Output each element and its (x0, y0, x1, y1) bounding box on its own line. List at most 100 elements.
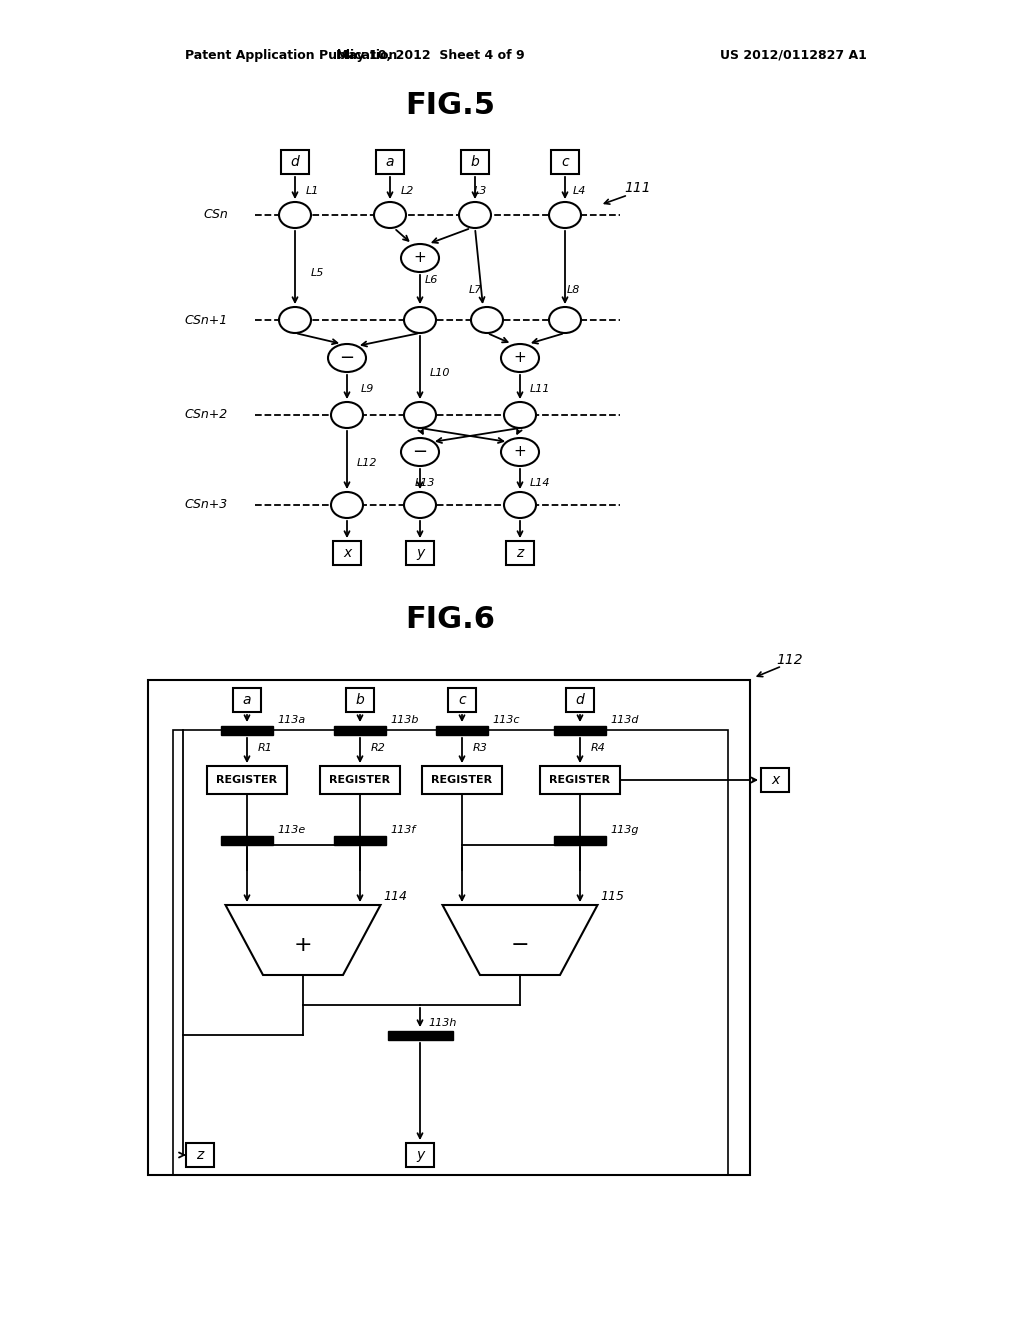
Text: R4: R4 (591, 743, 605, 752)
Text: 112: 112 (776, 653, 803, 667)
Bar (281, 150, 309, 174)
Text: y: y (416, 546, 424, 560)
Bar (207, 766, 287, 795)
Text: 115: 115 (600, 891, 625, 903)
Bar (376, 150, 404, 174)
Text: R1: R1 (258, 743, 272, 752)
Text: L8: L8 (566, 285, 580, 294)
Text: L14: L14 (529, 479, 550, 488)
Text: L6: L6 (425, 275, 438, 285)
Ellipse shape (549, 202, 581, 228)
Text: 113d: 113d (610, 715, 639, 725)
Text: −: − (413, 444, 428, 461)
Text: REGISTER: REGISTER (330, 775, 390, 785)
Text: FIG.5: FIG.5 (406, 91, 495, 120)
Bar (387, 1031, 453, 1040)
Text: 113a: 113a (278, 715, 305, 725)
Text: REGISTER: REGISTER (550, 775, 610, 785)
Text: Patent Application Publication: Patent Application Publication (185, 49, 397, 62)
Bar (540, 766, 620, 795)
Bar (221, 726, 273, 734)
Ellipse shape (401, 438, 439, 466)
Bar (551, 150, 579, 174)
Bar (761, 768, 790, 792)
Ellipse shape (504, 403, 536, 428)
Bar (346, 688, 374, 711)
Ellipse shape (471, 308, 503, 333)
Text: 114: 114 (384, 891, 408, 903)
Text: L1: L1 (305, 186, 318, 195)
Text: 113b: 113b (390, 715, 419, 725)
Text: z: z (516, 546, 523, 560)
Text: 113c: 113c (492, 715, 519, 725)
Text: CSn: CSn (203, 209, 228, 222)
Bar (554, 836, 606, 845)
Ellipse shape (374, 202, 406, 228)
Text: FIG.6: FIG.6 (406, 606, 495, 635)
Text: L9: L9 (360, 384, 374, 395)
Bar (233, 688, 261, 711)
Bar (506, 541, 534, 565)
Ellipse shape (501, 438, 539, 466)
Text: +: + (414, 251, 426, 265)
Text: 113e: 113e (278, 825, 305, 836)
Text: REGISTER: REGISTER (216, 775, 278, 785)
Text: −: − (339, 348, 354, 367)
Text: L5: L5 (310, 268, 324, 277)
Text: x: x (771, 774, 779, 787)
Text: d: d (291, 154, 299, 169)
Bar (186, 1143, 214, 1167)
Bar (436, 726, 488, 734)
Text: c: c (458, 693, 466, 708)
Ellipse shape (279, 308, 311, 333)
Text: c: c (561, 154, 568, 169)
Text: CSn+3: CSn+3 (184, 499, 228, 511)
Text: a: a (386, 154, 394, 169)
Bar (461, 150, 489, 174)
Bar (173, 730, 728, 1175)
Ellipse shape (331, 492, 362, 517)
Ellipse shape (331, 403, 362, 428)
Bar (334, 836, 386, 845)
Text: L12: L12 (356, 458, 377, 469)
Text: L11: L11 (529, 384, 550, 395)
Bar (406, 1143, 434, 1167)
Text: +: + (294, 935, 312, 954)
Ellipse shape (549, 308, 581, 333)
Text: L4: L4 (572, 186, 586, 195)
Text: z: z (197, 1148, 204, 1162)
Text: CSn+2: CSn+2 (184, 408, 228, 421)
Text: R2: R2 (371, 743, 385, 752)
Ellipse shape (279, 202, 311, 228)
Text: b: b (355, 693, 365, 708)
Text: REGISTER: REGISTER (431, 775, 493, 785)
Polygon shape (225, 906, 381, 975)
Text: 113g: 113g (610, 825, 639, 836)
Text: L13: L13 (415, 479, 435, 488)
Bar (333, 541, 361, 565)
Ellipse shape (501, 345, 539, 372)
Text: 113h: 113h (428, 1018, 457, 1028)
Bar (422, 766, 502, 795)
Ellipse shape (459, 202, 490, 228)
Ellipse shape (404, 308, 436, 333)
Text: +: + (514, 445, 526, 459)
Ellipse shape (404, 403, 436, 428)
Text: R3: R3 (472, 743, 487, 752)
Bar (334, 726, 386, 734)
Bar (319, 766, 400, 795)
Text: +: + (514, 351, 526, 366)
Bar (406, 541, 434, 565)
Bar (554, 726, 606, 734)
Text: 111: 111 (625, 181, 651, 195)
Ellipse shape (504, 492, 536, 517)
Bar (566, 688, 594, 711)
Ellipse shape (328, 345, 366, 372)
Text: a: a (243, 693, 251, 708)
Bar (449, 688, 476, 711)
Ellipse shape (401, 244, 439, 272)
Ellipse shape (404, 492, 436, 517)
Text: b: b (471, 154, 479, 169)
Text: May 10, 2012  Sheet 4 of 9: May 10, 2012 Sheet 4 of 9 (336, 49, 524, 62)
Bar (148, 680, 750, 1175)
